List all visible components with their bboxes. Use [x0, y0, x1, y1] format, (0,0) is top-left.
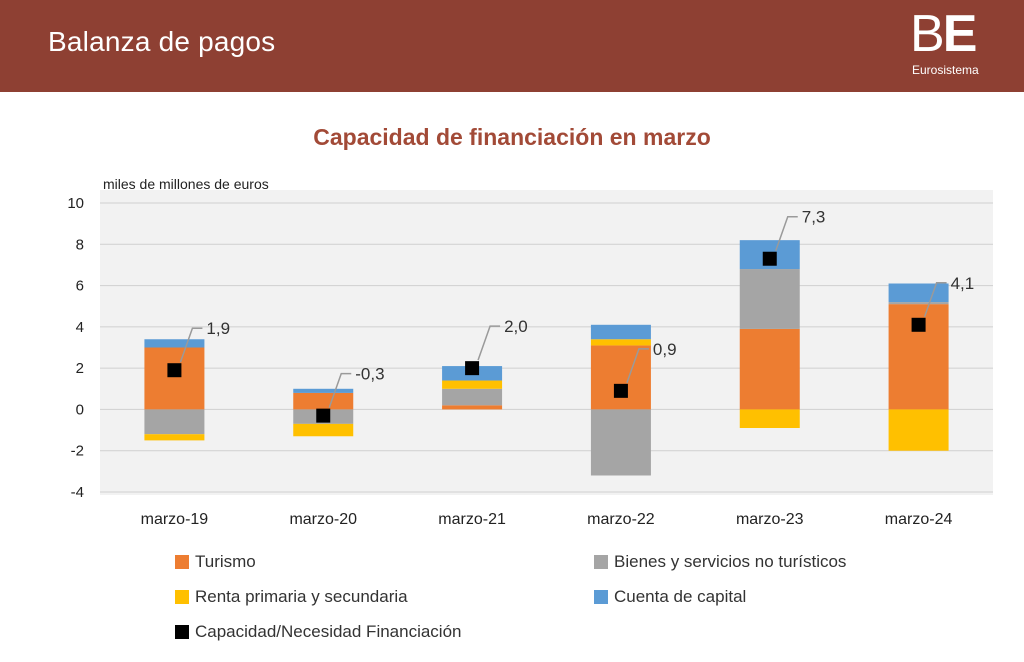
net-marker: [613, 383, 628, 398]
bar-segment-renta-primaria-y-secundaria: [144, 434, 205, 441]
x-tick-label: marzo-21: [438, 511, 506, 528]
x-tick-label: marzo-23: [736, 511, 804, 528]
plot-area: [100, 190, 993, 495]
bar-segment-bienes-y-servicios-no-tur-sticos: [739, 269, 800, 329]
y-tick-label: -2: [71, 443, 84, 460]
bar-segment-renta-primaria-y-secundaria: [739, 409, 800, 429]
bar-segment-renta-primaria-y-secundaria: [442, 380, 503, 389]
legend-item-capital: Cuenta de capital: [594, 587, 746, 607]
legend-swatch: [175, 625, 189, 639]
bar-segment-bienes-y-servicios-no-tur-sticos: [590, 409, 651, 476]
y-tick-label: 10: [67, 195, 84, 212]
bar-segment-bienes-y-servicios-no-tur-sticos: [888, 302, 949, 305]
leader-line: [923, 282, 947, 318]
y-tick-label: 2: [76, 360, 84, 377]
bar-segment-bienes-y-servicios-no-tur-sticos: [144, 409, 205, 435]
logo-subtitle: Eurosistema: [912, 63, 979, 77]
bar-segment-turismo: [442, 405, 503, 410]
leader-line: [477, 325, 501, 361]
legend-label: Turismo: [195, 552, 256, 571]
bar-segment-renta-primaria-y-secundaria: [590, 339, 651, 346]
bar-segment-cuenta-de-capital: [590, 324, 651, 340]
legend-swatch: [594, 590, 608, 604]
y-tick-label: 0: [76, 401, 84, 418]
legend-label: Renta primaria y secundaria: [195, 587, 408, 606]
data-label: 0,9: [653, 340, 677, 359]
y-tick-label: -4: [71, 484, 84, 501]
legend-swatch: [175, 555, 189, 569]
bar-segment-cuenta-de-capital: [888, 283, 949, 303]
legend-item-renta: Renta primaria y secundaria: [175, 587, 408, 607]
data-label: 1,9: [206, 319, 230, 338]
data-label: -0,3: [355, 365, 384, 384]
leader-line: [179, 327, 203, 363]
y-tick-label: 4: [76, 319, 84, 336]
legend-label: Bienes y servicios no turísticos: [614, 552, 847, 571]
stacked-bar-chart: -4 -2 0 2 4 6 8 10 marzo-19 1,9 marzo-20 -0,3 marzo-…: [67, 190, 993, 528]
bar-segment-turismo: [739, 328, 800, 410]
legend-item-capacidad: Capacidad/Necesidad Financiación: [175, 622, 462, 642]
net-marker: [465, 361, 480, 376]
legend-swatch: [175, 590, 189, 604]
legend-label: Capacidad/Necesidad Financiación: [195, 622, 462, 641]
header-bar: Balanza de pagos BE Eurosistema: [0, 0, 1024, 92]
bar-segment-cuenta-de-capital: [144, 339, 205, 348]
legend-swatch: [594, 555, 608, 569]
y-tick-label: 8: [76, 236, 84, 253]
page-title: Balanza de pagos: [48, 26, 276, 57]
leader-line: [775, 215, 798, 251]
bar-segment-turismo: [293, 392, 354, 410]
bar-segment-bienes-y-servicios-no-tur-sticos: [442, 388, 503, 406]
data-label: 2,0: [504, 317, 528, 336]
net-marker: [762, 251, 777, 266]
y-tick-label: 6: [76, 278, 84, 295]
x-tick-label: marzo-19: [141, 511, 209, 528]
bar-segment-turismo: [590, 345, 651, 410]
net-marker: [911, 317, 926, 332]
y-unit-label: miles de millones de euros: [103, 176, 269, 192]
data-label: 7,3: [802, 208, 826, 227]
net-marker: [316, 408, 331, 423]
legend-label: Cuenta de capital: [614, 587, 747, 606]
x-tick-label: marzo-22: [587, 511, 655, 528]
logo-mark: BE: [910, 5, 977, 63]
bar-segment-turismo: [144, 347, 205, 410]
net-marker: [167, 363, 182, 378]
data-label: 4,1: [951, 274, 975, 293]
x-tick-label: marzo-20: [289, 511, 357, 528]
leader-line: [626, 348, 649, 384]
bar-segment-cuenta-de-capital: [293, 388, 354, 393]
be-logo: BE Eurosistema: [906, 8, 1002, 80]
legend-item-turismo: Turismo: [175, 552, 256, 572]
x-tick-label: marzo-24: [885, 511, 953, 528]
legend-item-bienes: Bienes y servicios no turísticos: [594, 552, 846, 572]
bar-segment-renta-primaria-y-secundaria: [293, 423, 354, 437]
leader-line: [328, 372, 352, 408]
chart-title: Capacidad de financiación en marzo: [313, 124, 711, 150]
bar-segment-renta-primaria-y-secundaria: [888, 409, 949, 451]
